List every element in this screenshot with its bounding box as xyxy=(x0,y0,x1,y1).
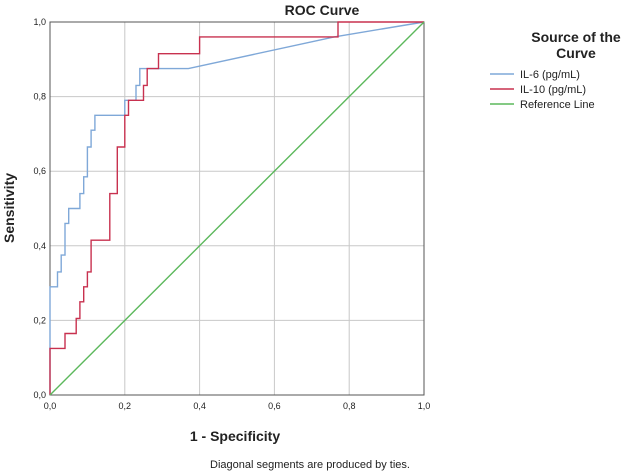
legend-label-il-10-pg-ml: IL-10 (pg/mL) xyxy=(520,84,586,96)
x-tick-label: 1,0 xyxy=(418,401,431,411)
grid xyxy=(50,22,424,395)
y-tick-label: 1,0 xyxy=(33,17,46,27)
x-tick-label: 0,4 xyxy=(193,401,206,411)
series-layer xyxy=(49,21,425,396)
x-tick-label: 0,8 xyxy=(343,401,356,411)
y-tick-label: 0,4 xyxy=(33,241,46,251)
x-tick-label: 0,0 xyxy=(44,401,57,411)
series-line-reference-line xyxy=(49,21,425,396)
y-tick-label: 0,6 xyxy=(33,166,46,176)
legend: Source of the Curve IL-6 (pg/mL) IL-10 (p… xyxy=(490,29,621,111)
legend-label-reference-line: Reference Line xyxy=(520,99,595,111)
footnote: Diagonal segments are produced by ties. xyxy=(210,459,410,471)
y-tick-label: 0,2 xyxy=(33,315,46,325)
plot-frame xyxy=(49,21,425,396)
x-tick-label: 0,2 xyxy=(119,401,132,411)
legend-items: IL-6 (pg/mL) IL-10 (pg/mL) Reference Line xyxy=(490,69,595,111)
chart-title: ROC Curve xyxy=(285,2,360,18)
x-tick-label: 0,6 xyxy=(268,401,281,411)
y-axis-title: Sensitivity xyxy=(1,173,17,243)
legend-title-line2: Curve xyxy=(556,45,596,61)
series-line-il-6-pg-ml xyxy=(49,21,425,395)
y-tick-label: 0,0 xyxy=(33,390,46,400)
y-tick-label: 0,8 xyxy=(33,92,46,102)
legend-title-line1: Source of the xyxy=(531,29,621,45)
x-axis-ticks: 0,0 0,2 0,4 0,6 0,8 1,0 xyxy=(44,401,431,411)
x-axis-title: 1 - Specificity xyxy=(190,428,280,444)
y-axis-ticks: 0,0 0,2 0,4 0,6 0,8 1,0 xyxy=(33,17,46,400)
legend-label-il-6-pg-ml: IL-6 (pg/mL) xyxy=(520,69,580,81)
series-line-il-10-pg-ml xyxy=(49,21,424,395)
